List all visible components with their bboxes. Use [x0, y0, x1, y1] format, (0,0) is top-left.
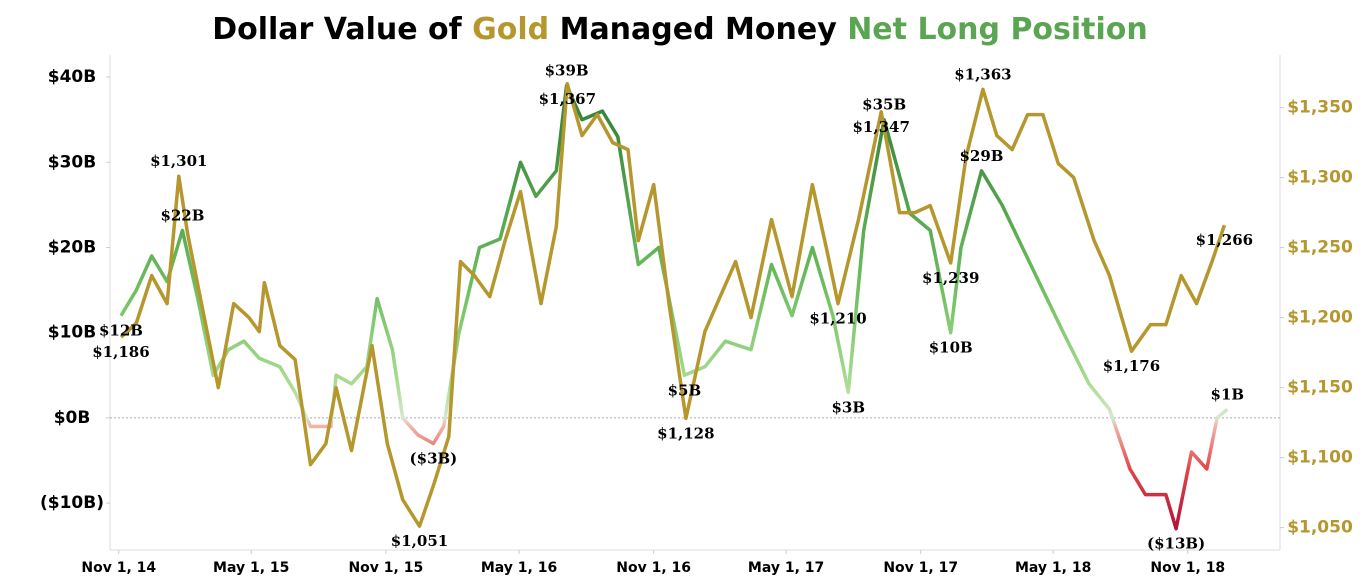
title-part: Gold [472, 12, 549, 47]
data-label: $10B [929, 339, 973, 357]
data-label: $1,266 [1196, 231, 1253, 249]
data-label: $1,239 [922, 269, 979, 287]
data-label: $1,363 [954, 65, 1011, 83]
x-tick-label: Nov 1, 14 [81, 560, 156, 576]
x-tick-label: Nov 1, 15 [348, 560, 423, 576]
y-tick-label: ($10B) [40, 493, 104, 513]
data-label: $1,301 [150, 152, 207, 170]
y2-tick-label: $1,050 [1287, 518, 1353, 538]
y2-tick-label: $1,100 [1287, 448, 1353, 468]
data-label: $1,176 [1103, 357, 1160, 375]
x-tick-label: Nov 1, 17 [883, 560, 958, 576]
data-label: ($13B) [1147, 535, 1205, 553]
x-tick-label: Nov 1, 18 [1150, 560, 1225, 576]
series-line [119, 82, 1227, 528]
chart-title: Dollar Value of Gold Managed Money Net L… [212, 12, 1148, 47]
data-label: $1,186 [92, 343, 149, 361]
data-label: $1,051 [391, 532, 448, 550]
y-tick-label: $40B [48, 67, 96, 87]
data-label: $39B [545, 62, 589, 80]
data-label: $5B [668, 381, 702, 399]
data-label: $1,210 [809, 310, 866, 328]
data-label: $35B [862, 96, 906, 114]
y-tick-label: $10B [48, 323, 96, 343]
data-label: $1,347 [853, 118, 910, 136]
series-line [119, 83, 1229, 531]
title-part: Dollar Value of [212, 12, 472, 47]
title-part: Net Long Position [847, 12, 1148, 47]
y2-tick-label: $1,350 [1287, 98, 1353, 118]
data-label: $1B [1211, 385, 1245, 403]
y-tick-label: $30B [48, 152, 96, 172]
title-part: Managed Money [549, 12, 847, 47]
x-tick-label: May 1, 17 [748, 560, 824, 576]
data-label: $12B [99, 322, 143, 340]
data-label: ($3B) [410, 449, 458, 467]
y2-tick-label: $1,150 [1287, 378, 1353, 398]
data-label: $22B [160, 206, 204, 224]
x-tick-label: May 1, 16 [481, 560, 557, 576]
y-tick-label: $20B [48, 237, 96, 257]
data-label: $1,128 [657, 424, 714, 442]
data-label: $3B [832, 398, 866, 416]
x-tick-label: May 1, 18 [1015, 560, 1091, 576]
y2-tick-label: $1,200 [1287, 308, 1353, 328]
data-label: $1,367 [539, 90, 596, 108]
y2-tick-label: $1,300 [1287, 168, 1353, 188]
x-tick-label: May 1, 15 [213, 560, 289, 576]
y2-tick-label: $1,250 [1287, 238, 1353, 258]
y-tick-label: $0B [54, 408, 91, 428]
data-label: $29B [959, 147, 1003, 165]
x-tick-label: Nov 1, 16 [616, 560, 691, 576]
